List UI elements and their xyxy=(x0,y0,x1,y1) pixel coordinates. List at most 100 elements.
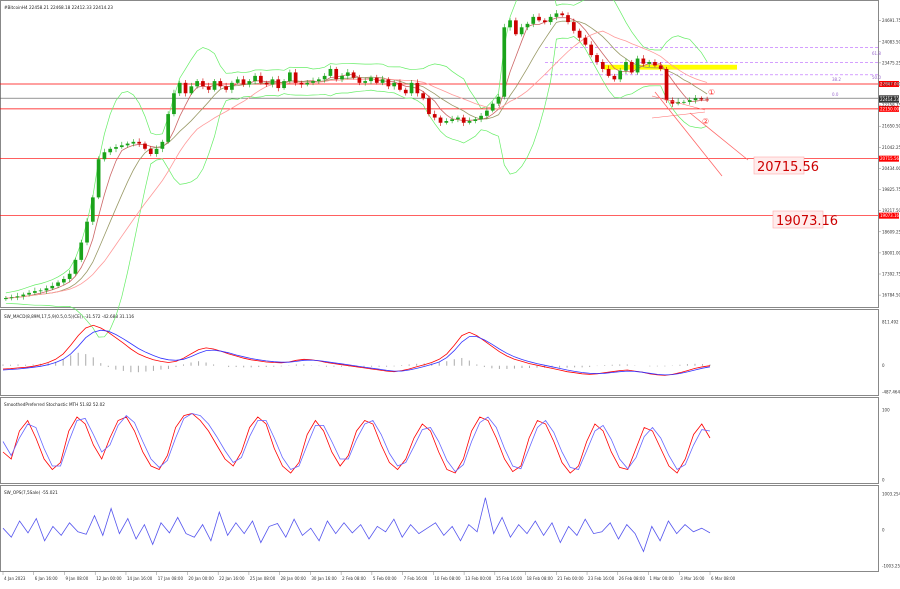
candle-body-87 xyxy=(508,20,512,28)
candle-body-33 xyxy=(195,81,199,87)
candle-body-94 xyxy=(548,16,553,23)
candle-body-11 xyxy=(67,273,72,279)
candle-body-85 xyxy=(496,96,501,104)
stoch-pane xyxy=(0,397,879,484)
candle-body-106 xyxy=(618,70,623,80)
candle-body-108 xyxy=(629,62,634,73)
y-tick-label-3: 23475.25 xyxy=(882,60,900,65)
candle-body-92 xyxy=(537,16,541,21)
candle-body-19 xyxy=(114,147,118,149)
candle-body-34 xyxy=(201,81,205,87)
candle-body-28 xyxy=(166,114,171,142)
macd-tick-2: -487.464 xyxy=(882,390,900,395)
upper-band xyxy=(5,0,708,294)
y-tick-label-9: 19825.75 xyxy=(882,187,900,192)
candle-body-54 xyxy=(316,79,321,82)
candle-body-31 xyxy=(183,82,188,94)
candle-body-44 xyxy=(259,75,263,83)
x-tick-label-21: 1 Mar 00:00 xyxy=(650,576,675,581)
level-tag-text-4: 19073.16 xyxy=(880,213,900,218)
candle-body-15 xyxy=(90,197,95,222)
candle-body-9 xyxy=(56,282,60,286)
stoch-lines: 100 0 xyxy=(2,408,890,483)
candle-body-10 xyxy=(61,278,66,283)
x-tick-label-3: 12 Jan 00:00 xyxy=(96,576,122,581)
yellow-zone xyxy=(604,64,737,70)
candle-body-73 xyxy=(427,98,431,115)
candle-body-56 xyxy=(328,68,333,76)
candle-body-18 xyxy=(108,148,113,153)
candle-body-53 xyxy=(311,81,315,83)
level-2-text: 19073.16 xyxy=(776,214,838,229)
y-tick-label-1: 24691.75 xyxy=(882,18,900,23)
candle-body-70 xyxy=(409,82,414,94)
y-tick-label-12: 18001.00 xyxy=(882,250,900,255)
x-tick-label-4: 14 Jan 16:00 xyxy=(127,576,153,581)
candle-body-105 xyxy=(612,75,617,80)
candle-body-72 xyxy=(421,93,425,99)
highlight-zone xyxy=(604,64,737,70)
candle-body-100 xyxy=(583,37,588,45)
candle-body-101 xyxy=(589,44,594,56)
candle-body-81 xyxy=(473,119,478,122)
candle-body-1 xyxy=(9,297,14,299)
candle-body-17 xyxy=(102,152,107,160)
last-price-text: 22414.23 xyxy=(880,97,900,102)
candle-body-48 xyxy=(282,81,286,89)
level-tag-text-2: 22150.00 xyxy=(880,106,900,111)
candle-body-57 xyxy=(334,68,339,80)
candle-body-21 xyxy=(125,143,130,146)
candle-body-114 xyxy=(664,68,669,101)
level-tag-4 xyxy=(879,212,899,219)
fib-levels xyxy=(545,47,880,76)
y-tick-label-11: 18609.25 xyxy=(882,229,900,234)
x-tick-label-19: 23 Feb 16:00 xyxy=(588,576,615,581)
candle-body-47 xyxy=(276,79,281,89)
osc-series-0 xyxy=(2,497,711,553)
candle-body-27 xyxy=(160,141,165,149)
candle-body-24 xyxy=(143,143,147,149)
ma-line-2 xyxy=(5,30,708,299)
candle-body-77 xyxy=(450,119,454,122)
candle-body-109 xyxy=(635,58,640,73)
projection-lines: ① ② xyxy=(651,88,749,177)
candle-body-93 xyxy=(542,20,547,23)
candle-body-30 xyxy=(177,82,182,94)
candle-body-69 xyxy=(403,89,408,94)
candle-body-58 xyxy=(340,75,344,80)
candle-body-0 xyxy=(4,298,8,300)
level-tag-text-3: 20715.56 xyxy=(880,156,900,161)
macd-series-0 xyxy=(2,324,711,376)
candle-body-65 xyxy=(380,79,385,83)
candle-body-32 xyxy=(189,86,194,94)
osc-tick-0: 1003.254 xyxy=(882,492,900,497)
stoch-tick-1: 0 xyxy=(882,478,885,483)
candle-body-61 xyxy=(357,77,362,83)
candle-body-5 xyxy=(33,291,37,293)
candle-body-35 xyxy=(206,86,211,90)
candle-body-97 xyxy=(566,15,570,23)
candle-body-4 xyxy=(27,292,31,295)
macd-series-1 xyxy=(2,329,711,376)
candle-body-95 xyxy=(554,13,559,17)
macd-tick-0: 811.492 xyxy=(882,320,899,325)
y-tick-label-10: 19217.50 xyxy=(882,208,900,213)
ma-line-0 xyxy=(5,17,708,299)
fib-label-3: 50.0 xyxy=(872,75,881,80)
level-tag-3 xyxy=(879,155,899,162)
x-tick-label-23: 6 Mar 08:00 xyxy=(711,576,736,581)
candle-body-113 xyxy=(658,65,663,69)
candle-body-118 xyxy=(687,100,692,102)
macd-title: SW_MACD(8,89M,17,5,9(0.5,0.5)(CE)) -31.5… xyxy=(4,314,134,319)
stoch-title: SmoothedPreferred Stochastic MTH 51.82 5… xyxy=(4,402,105,407)
candle-body-38 xyxy=(224,86,228,90)
x-tick-label-15: 13 Feb 00:00 xyxy=(465,576,492,581)
candle-body-64 xyxy=(374,77,379,83)
candle-body-121 xyxy=(705,99,709,101)
y-tick-label-6: 21650.50 xyxy=(882,124,900,129)
candle-body-68 xyxy=(398,82,402,90)
level-label-2: 19073.16 xyxy=(772,210,838,229)
candle-body-79 xyxy=(461,117,466,123)
candle-body-8 xyxy=(50,285,55,289)
